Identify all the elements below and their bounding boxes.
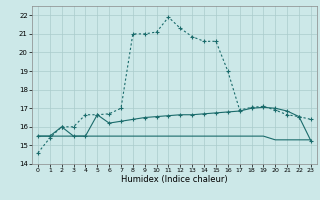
X-axis label: Humidex (Indice chaleur): Humidex (Indice chaleur) bbox=[121, 175, 228, 184]
